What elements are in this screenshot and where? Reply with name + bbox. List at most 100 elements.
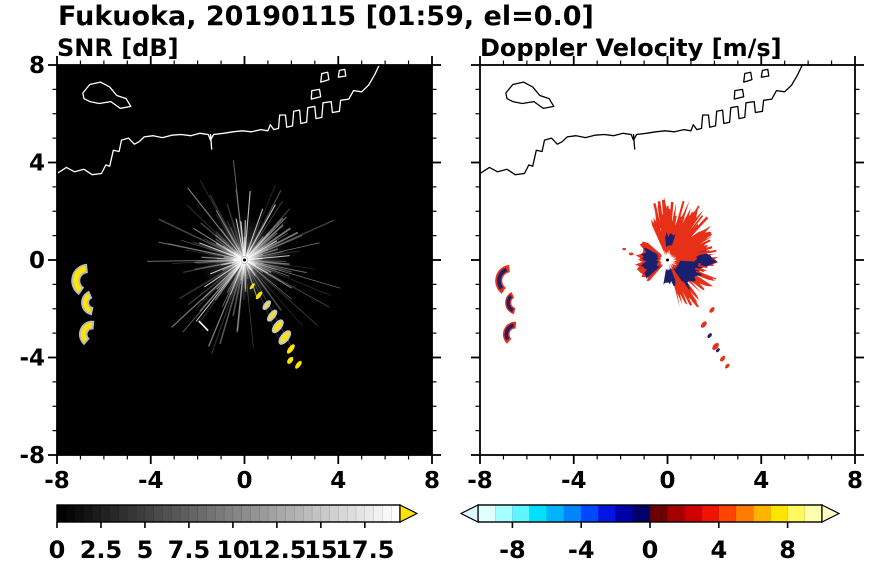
doppler-spike: [668, 201, 674, 231]
doppler-spike: [678, 205, 700, 240]
echo-blob: [504, 323, 514, 341]
vel-x-tick-label: 4: [753, 468, 769, 494]
doppler-spike: [671, 213, 676, 228]
vel-colorbar-arrow-left: [459, 504, 479, 523]
snr-y-tick-label: -4: [19, 346, 45, 372]
snr-x-tick-label: -4: [138, 468, 164, 494]
echo-blob: [71, 263, 88, 296]
snr-colorbar-label: 12.5: [247, 536, 306, 564]
doppler-spike: [685, 216, 709, 242]
doppler-spike: [657, 204, 664, 232]
doppler-spike: [691, 232, 712, 247]
snr-x-tick-label: 8: [424, 468, 440, 494]
echo-blob: [295, 360, 302, 369]
echo-blob: [81, 290, 94, 316]
snr-y-tick-label: 8: [29, 53, 45, 79]
snr-colorbar-label: 0: [49, 536, 66, 564]
vel-axes: -8 -4 0 4 8: [467, 56, 864, 494]
doppler-spike: [653, 203, 662, 229]
doppler-echo: [694, 249, 718, 267]
echo-blob: [79, 320, 95, 346]
echo-blob: [709, 307, 715, 313]
doppler-spike: [683, 215, 704, 240]
snr-colorbar-label: 10: [216, 536, 249, 564]
echo-blob: [255, 291, 263, 300]
doppler-spike: [695, 270, 717, 280]
doppler-spike: [681, 211, 694, 233]
snr-x-tick-label: -8: [44, 468, 70, 494]
vel-x-tick-label: -4: [561, 468, 587, 494]
vel-colorbar-arrow-right: [821, 504, 841, 523]
doppler-echo: [663, 268, 676, 287]
echo-blob: [266, 309, 278, 322]
doppler-spike: [696, 249, 717, 256]
echo-line: [198, 320, 209, 332]
doppler-spike: [697, 264, 708, 269]
snr-plot-content: [57, 65, 380, 369]
snr-colorbar-label: 5: [137, 536, 154, 564]
doppler-spike: [695, 267, 705, 273]
coastline: [480, 65, 803, 176]
echo-blob: [707, 333, 712, 339]
echo-blob: [287, 356, 294, 364]
echo-blob: [725, 363, 730, 369]
vel-colorbar-label: -8: [499, 536, 526, 564]
vel-colorbar-label: 0: [642, 536, 659, 564]
doppler-spike: [695, 246, 713, 253]
echo-blob: [271, 319, 284, 334]
echo-blob: [262, 300, 272, 311]
snr-x-tick-label: 0: [236, 468, 252, 494]
vel-colorbar-label: -4: [568, 536, 595, 564]
vel-colorbar-label: 8: [779, 536, 796, 564]
clutter-streaks: [147, 160, 341, 355]
snr-y-tick-label: 4: [29, 151, 45, 177]
echo-blob: [249, 283, 255, 290]
vel-plot-content: [480, 65, 803, 369]
snr-y-tick-label: -8: [19, 443, 45, 469]
doppler-spike: [662, 206, 666, 229]
echo-blob: [506, 294, 514, 312]
vel-colorbar-label: 4: [710, 536, 727, 564]
doppler-spike: [691, 239, 711, 250]
echo-blob: [628, 252, 634, 256]
echo-blob: [716, 348, 720, 353]
doppler-echo: [640, 247, 661, 279]
radar-site-dot: [666, 258, 669, 262]
echo-blob: [712, 342, 719, 351]
vel-colorbar: -8 -4 0 4 8: [459, 504, 841, 564]
doppler-spike: [671, 215, 677, 234]
snr-panel: -8 -4 0 4 8 -8 -4 0 4 8: [19, 53, 441, 494]
echo-blob: [700, 321, 707, 328]
echo-blob: [497, 267, 508, 290]
doppler-spike: [674, 200, 685, 231]
echo-blob: [720, 355, 726, 362]
figure-title: Fukuoka, 20190115 [01:59, el=0.0]: [58, 1, 594, 32]
snr-colorbar-label: 15: [304, 536, 337, 564]
snr-y-tick-label: 0: [29, 248, 45, 274]
vel-x-tick-label: 0: [659, 468, 675, 494]
doppler-spike: [680, 287, 693, 306]
velocity-panel-title: Doppler Velocity [m/s]: [480, 34, 782, 62]
vel-x-tick-label: -8: [467, 468, 493, 494]
doppler-echo: [665, 232, 676, 248]
vel-x-tick-label: 8: [847, 468, 863, 494]
doppler-spike: [681, 280, 698, 303]
snr-axes: -8 -4 0 4 8 -8 -4 0 4 8: [19, 53, 441, 494]
snr-x-tick-label: 4: [330, 468, 346, 494]
vel-panel: -8 -4 0 4 8: [467, 56, 864, 494]
coastline: [57, 65, 380, 176]
echo-blob: [622, 247, 627, 251]
snr-colorbar-label: 2.5: [80, 536, 123, 564]
snr-colorbar-arrow-right: [399, 504, 419, 523]
doppler-spike: [675, 216, 685, 238]
radar-site-dot: [243, 258, 246, 262]
snr-colorbar-label: 17.5: [335, 536, 394, 564]
echo-blob: [278, 330, 292, 345]
snr-colorbar-label: 7.5: [168, 536, 211, 564]
snr-panel-title: SNR [dB]: [57, 34, 179, 62]
echo-blob: [286, 344, 295, 354]
